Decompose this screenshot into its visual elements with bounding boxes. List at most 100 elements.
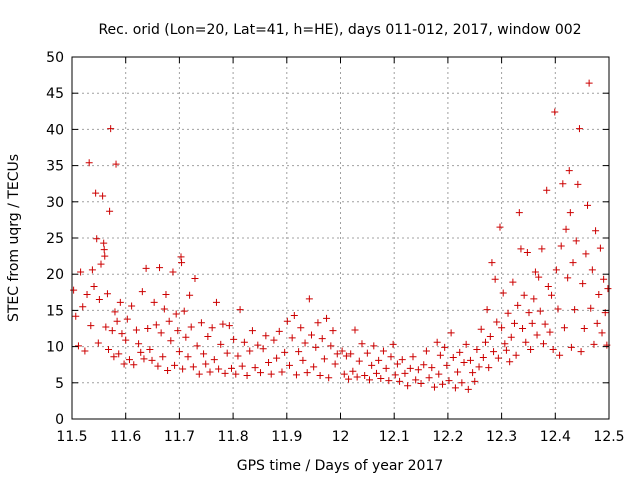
data-point [105,345,113,353]
data-point [159,353,167,361]
data-point [123,315,131,323]
data-point [191,275,199,283]
data-point [372,369,380,377]
data-point [77,268,85,276]
data-point [515,209,523,217]
data-point [88,266,96,274]
data-point [536,307,544,315]
data-point [449,353,457,361]
data-point [316,372,324,380]
data-point [412,376,420,384]
data-point [538,245,546,253]
data-point [116,298,124,306]
data-point [202,360,210,368]
data-point [483,306,491,314]
data-point [325,374,333,382]
x-tick-label: 12.5 [593,429,624,445]
data-point [107,125,115,133]
data-point [95,296,103,304]
data-point [543,186,551,194]
data-point [370,342,378,350]
y-axis-ticks: 0 5 10 15 20 25 30 35 40 45 50 [46,50,609,428]
grid-lines [72,57,609,419]
data-point [382,364,390,372]
data-point [212,298,220,306]
data-point [460,359,468,367]
data-point [582,250,590,258]
y-tick-label: 50 [46,50,64,66]
data-point [290,311,298,319]
data-point [72,312,80,320]
data-point [435,370,443,378]
data-point [447,329,455,337]
data-point [110,353,118,361]
data-point [488,259,496,267]
data-point [565,167,573,175]
data-point [519,325,527,332]
data-point [283,317,291,325]
x-tick-label: 12.1 [379,429,410,445]
data-point [169,268,177,276]
data-point [172,310,180,318]
data-point [525,309,533,317]
data-point [507,333,515,341]
data-point [502,346,510,354]
data-point [285,361,293,369]
data-point [569,259,577,267]
data-point [90,283,98,291]
data-point [462,340,470,348]
data-point [347,350,355,358]
data-point [100,239,108,247]
data-point [556,351,564,359]
data-point [232,370,240,378]
data-point [579,280,587,288]
data-point [217,340,225,348]
data-point [509,278,517,286]
data-point [377,374,385,382]
data-point [504,309,512,317]
data-point [342,352,350,360]
data-point [584,201,592,209]
data-point [238,362,246,370]
data-point [523,248,531,256]
x-tick-label: 11.5 [56,429,87,445]
data-point [445,377,453,385]
data-point [200,350,208,358]
data-point [79,303,87,311]
data-point [353,373,361,381]
data-point [385,377,393,385]
y-tick-label: 0 [55,412,64,428]
data-point [314,319,322,327]
data-point [303,369,311,377]
data-point [493,318,501,326]
data-point [481,338,489,346]
data-point [94,339,102,347]
data-point [520,291,528,299]
data-point [365,376,373,384]
data-point [125,356,133,364]
data-point [137,348,145,356]
data-point [310,363,318,371]
data-point [433,338,441,346]
data-point [140,355,148,363]
data-point [441,343,449,351]
data-point [81,347,89,355]
x-tick-label: 12.4 [540,429,571,445]
data-point [182,333,190,341]
data-point [401,369,409,377]
data-point [469,369,477,377]
data-point [189,363,197,371]
data-point [539,340,547,348]
data-point [97,260,105,268]
data-point [251,364,259,372]
data-point [471,377,479,385]
data-point [101,252,109,260]
data-point [549,345,557,353]
data-point [528,319,536,327]
data-point [361,372,369,380]
data-point [404,382,412,390]
data-point [566,209,574,217]
data-point [195,370,203,378]
y-tick-label: 20 [46,267,64,283]
data-point [259,345,267,353]
